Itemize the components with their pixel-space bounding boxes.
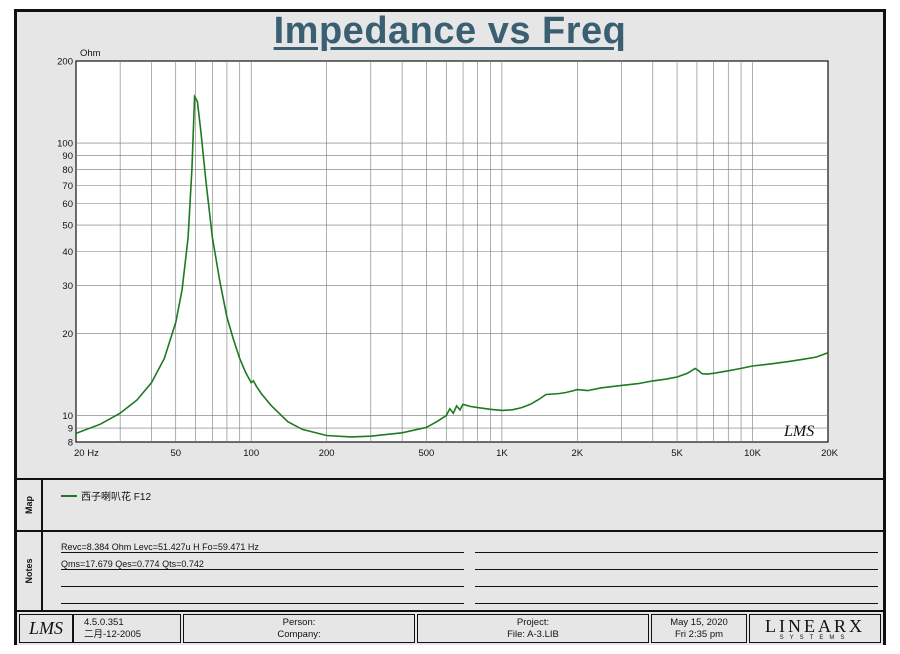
person-label: Person:	[282, 617, 316, 628]
x-tick-label: 2K	[572, 448, 584, 459]
project-file: File: A-3.LIB	[507, 629, 559, 640]
lms-watermark: LMS	[783, 423, 814, 440]
version-number: 4.5.0.351	[84, 617, 124, 628]
linearx-logo: LINEARX	[765, 616, 865, 636]
y-tick-label: 200	[57, 57, 73, 68]
legend-label: Map	[24, 496, 34, 514]
legend-side-label: Map	[17, 480, 43, 530]
linearx-subtitle: SYSTEMS	[779, 635, 851, 641]
notes-line-1: Revc=8.384 Ohm Levc=51.427u H Fo=59.471 …	[61, 542, 259, 552]
x-tick-label: 20 Hz	[74, 448, 99, 459]
footer-project-cell: Project: File: A-3.LIB	[417, 614, 649, 643]
note-rule	[61, 603, 464, 604]
notes-line-2: Qms=17.679 Qes=0.774 Qts=0.742	[61, 559, 204, 569]
footer-brand-cell: LINEARX SYSTEMS	[749, 614, 881, 643]
x-tick-label: 5K	[671, 448, 683, 459]
note-rule	[61, 552, 464, 553]
footer-time: Fri 2:35 pm	[674, 629, 724, 640]
x-tick-label: 10K	[744, 448, 762, 459]
y-tick-label: 30	[62, 281, 73, 292]
footer-logo-cell: LMS	[19, 614, 73, 643]
note-rule	[61, 586, 464, 587]
note-rule	[475, 603, 878, 604]
footer-date: May 15, 2020	[670, 617, 728, 628]
x-tick-labels: 20 Hz 50 100 200 500 1K 2K 5K 10K 20K	[74, 448, 839, 459]
x-tick-label: 100	[243, 448, 259, 459]
company-label: Company:	[277, 629, 321, 640]
y-tick-label: 100	[57, 139, 73, 150]
notes-row: Notes Revc=8.384 Ohm Levc=51.427u H Fo=5…	[17, 530, 883, 610]
note-rule	[475, 569, 878, 570]
y-tick-label: 70	[62, 181, 73, 192]
x-tick-label: 1K	[496, 448, 508, 459]
project-label: Project:	[516, 617, 550, 628]
impedance-chart: 20 Hz 50 100 200 500 1K 2K 5K 10K 20K 20010090807…	[57, 48, 839, 459]
x-gridlines	[119, 61, 753, 442]
lms-logo: LMS	[28, 618, 63, 638]
y-tick-label: 90	[62, 151, 73, 162]
x-tick-label: 500	[418, 448, 434, 459]
y-gridlines	[76, 142, 828, 429]
note-rule	[475, 586, 878, 587]
y-tick-label: 80	[62, 165, 73, 176]
legend-entry-text: 西子喇叭花 F12	[81, 492, 152, 503]
y-tick-label: 60	[62, 199, 73, 210]
legend-row: Map 西子喇叭花 F12	[17, 478, 883, 530]
footer-person-cell: Person: Company:	[183, 614, 415, 643]
y-tick-label: 9	[68, 424, 73, 435]
footer-version-cell: 4.5.0.351 二月-12-2005	[73, 614, 181, 643]
legend-swatch	[61, 494, 77, 497]
y-tick-label: 8	[68, 438, 73, 449]
y-tick-label: 20	[62, 329, 73, 340]
y-tick-label: 50	[62, 221, 73, 232]
x-tick-label: 20K	[821, 448, 839, 459]
y-tick-label: 40	[62, 247, 73, 258]
note-rule	[61, 569, 464, 570]
note-rule	[475, 552, 878, 553]
chart-title: Impedance vs Freq	[273, 10, 627, 52]
notes-label: Notes	[24, 558, 34, 584]
x-tick-label: 200	[319, 448, 335, 459]
version-date: 二月-12-2005	[84, 629, 142, 640]
y-unit-label: Ohm	[80, 48, 101, 59]
y-tick-label: 10	[62, 411, 73, 422]
legend-entry: 西子喇叭花 F12	[61, 488, 151, 503]
notes-side-label: Notes	[17, 532, 43, 610]
footer-row: LMS 4.5.0.351 二月-12-2005 Person: Company…	[17, 610, 883, 645]
footer-date-cell: May 15, 2020 Fri 2:35 pm	[651, 614, 747, 643]
series-line-impedance	[75, 93, 829, 438]
x-tick-label: 50	[170, 448, 181, 459]
